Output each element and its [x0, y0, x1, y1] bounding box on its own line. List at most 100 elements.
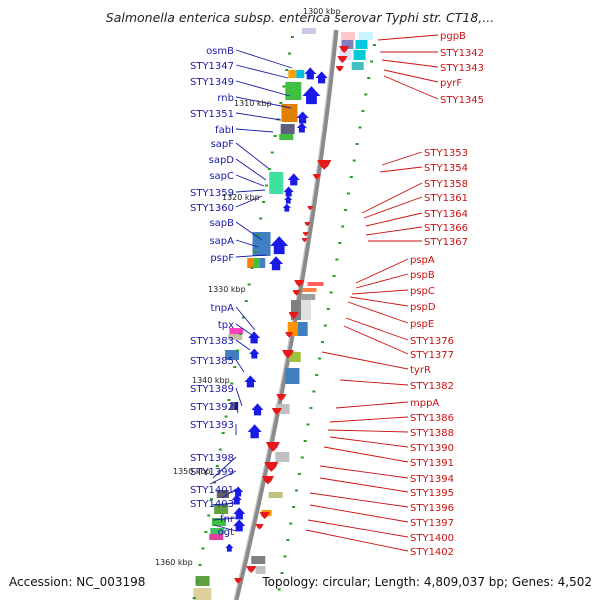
gene-label-sty1342[interactable]: STY1342: [440, 48, 484, 59]
gene-block[interactable]: [301, 28, 316, 34]
gene-label-sty1347[interactable]: STY1347: [190, 61, 234, 72]
gene-block[interactable]: [210, 528, 225, 534]
gene-label-pspd[interactable]: pspD: [410, 302, 436, 313]
gene-arrow-reverse[interactable]: [233, 486, 244, 497]
gene-arrow-reverse[interactable]: [296, 122, 307, 133]
gene-label-pspb[interactable]: pspB: [410, 270, 435, 281]
gene-label-sty1361[interactable]: STY1361: [424, 193, 468, 204]
gene-block[interactable]: [193, 588, 212, 600]
gene-label-pspc[interactable]: pspC: [410, 286, 435, 297]
gene-block[interactable]: [296, 70, 305, 78]
gene-arrow-forward[interactable]: [288, 312, 299, 319]
gene-block[interactable]: [288, 352, 301, 362]
gene-label-sty1399[interactable]: STY1399: [190, 467, 234, 478]
gene-arrow-forward[interactable]: [246, 566, 257, 573]
gene-arrow-forward[interactable]: [335, 66, 344, 72]
gene-label-sty1391[interactable]: STY1391: [410, 458, 454, 469]
gene-block[interactable]: [288, 70, 297, 78]
gene-label-sty1392[interactable]: STY1392: [190, 402, 234, 413]
gene-block[interactable]: [351, 62, 364, 70]
gene-arrow-reverse[interactable]: [225, 543, 234, 552]
gene-label-sty1383[interactable]: STY1383: [190, 336, 234, 347]
gene-label-sapf[interactable]: sapF: [211, 139, 235, 150]
gene-arrow-reverse[interactable]: [282, 203, 291, 212]
gene-block[interactable]: [280, 124, 295, 134]
gene-block[interactable]: [253, 258, 260, 268]
gene-block[interactable]: [268, 492, 283, 498]
gene-arrow-reverse[interactable]: [247, 424, 262, 439]
gene-label-fabi[interactable]: fabI: [215, 125, 234, 136]
gene-arrow-forward[interactable]: [264, 462, 279, 472]
gene-arrow-forward[interactable]: [302, 232, 309, 237]
gene-arrow-forward[interactable]: [234, 578, 243, 584]
gene-arrow-reverse[interactable]: [296, 111, 309, 124]
gene-label-sapc[interactable]: sapC: [209, 171, 234, 182]
gene-label-pspf[interactable]: pspF: [210, 253, 234, 264]
gene-arrow-reverse[interactable]: [287, 173, 300, 186]
gene-block[interactable]: [275, 452, 290, 462]
gene-block[interactable]: [230, 402, 235, 410]
gene-label-sty1402[interactable]: STY1402: [410, 547, 454, 558]
gene-arrow-forward[interactable]: [259, 512, 270, 519]
gene-arrow-forward[interactable]: [294, 280, 305, 287]
gene-label-osmb[interactable]: osmB: [206, 46, 234, 57]
gene-label-sty1376[interactable]: STY1376: [410, 336, 454, 347]
gene-block[interactable]: [285, 368, 300, 384]
gene-block[interactable]: [287, 322, 298, 336]
gene-block[interactable]: [216, 490, 229, 498]
gene-arrow-reverse[interactable]: [249, 348, 260, 359]
gene-label-rnb[interactable]: rnb: [217, 93, 234, 104]
gene-label-tpx[interactable]: tpx: [218, 320, 234, 331]
gene-label-sty1353[interactable]: STY1353: [424, 148, 468, 159]
gene-label-sty1395[interactable]: STY1395: [410, 488, 454, 499]
gene-label-sty1397[interactable]: STY1397: [410, 518, 454, 529]
gene-label-sty1382[interactable]: STY1382: [410, 381, 454, 392]
gene-block[interactable]: [209, 534, 224, 540]
gene-label-sty1345[interactable]: STY1345: [440, 95, 484, 106]
gene-label-sty1386[interactable]: STY1386: [410, 413, 454, 424]
gene-block[interactable]: [301, 300, 311, 320]
gene-block[interactable]: [269, 172, 284, 194]
gene-label-ogt[interactable]: ogt: [218, 527, 234, 538]
gene-arrow-forward[interactable]: [265, 442, 280, 452]
gene-block[interactable]: [358, 32, 373, 40]
gene-arrow-forward[interactable]: [339, 46, 350, 53]
gene-block[interactable]: [211, 518, 226, 526]
gene-arrow-forward[interactable]: [317, 160, 332, 170]
gene-block[interactable]: [259, 258, 266, 268]
gene-label-sty1401[interactable]: STY1401: [190, 485, 234, 496]
gene-arrow-forward[interactable]: [304, 222, 311, 227]
gene-block[interactable]: [229, 328, 244, 334]
gene-block[interactable]: [339, 50, 352, 60]
gene-label-tnpa[interactable]: tnpA: [211, 303, 235, 314]
gene-label-sapa[interactable]: sapA: [209, 236, 234, 247]
gene-label-sty1349[interactable]: STY1349: [190, 77, 234, 88]
gene-arrow-reverse[interactable]: [233, 519, 246, 532]
gene-arrow-forward[interactable]: [276, 394, 287, 401]
gene-label-pspe[interactable]: pspE: [410, 319, 434, 330]
gene-label-sty1390[interactable]: STY1390: [410, 443, 454, 454]
gene-arrow-reverse[interactable]: [233, 507, 246, 520]
gene-block[interactable]: [302, 288, 317, 292]
gene-label-sty1385[interactable]: STY1385: [190, 356, 234, 367]
gene-arrow-forward[interactable]: [337, 56, 348, 63]
gene-arrow-reverse[interactable]: [315, 71, 328, 84]
gene-label-sty1343[interactable]: STY1343: [440, 63, 484, 74]
gene-arrow-forward[interactable]: [255, 524, 264, 530]
gene-block[interactable]: [301, 294, 316, 300]
gene-arrow-forward[interactable]: [292, 290, 301, 296]
gene-block[interactable]: [353, 50, 366, 60]
gene-label-sapd[interactable]: sapD: [209, 155, 235, 166]
gene-label-sapb[interactable]: sapB: [209, 218, 234, 229]
gene-label-mppa[interactable]: mppA: [410, 398, 439, 409]
gene-arrow-reverse[interactable]: [244, 375, 257, 388]
gene-block[interactable]: [297, 322, 308, 336]
gene-arrow-forward[interactable]: [301, 238, 308, 243]
gene-label-sty1396[interactable]: STY1396: [410, 503, 454, 514]
gene-arrow-reverse[interactable]: [302, 86, 321, 105]
gene-label-sty1389[interactable]: STY1389: [190, 384, 234, 395]
gene-block[interactable]: [247, 258, 254, 268]
gene-label-sty1351[interactable]: STY1351: [190, 109, 234, 120]
gene-label-sty1403[interactable]: STY1403: [190, 499, 234, 510]
gene-block[interactable]: [279, 134, 294, 140]
